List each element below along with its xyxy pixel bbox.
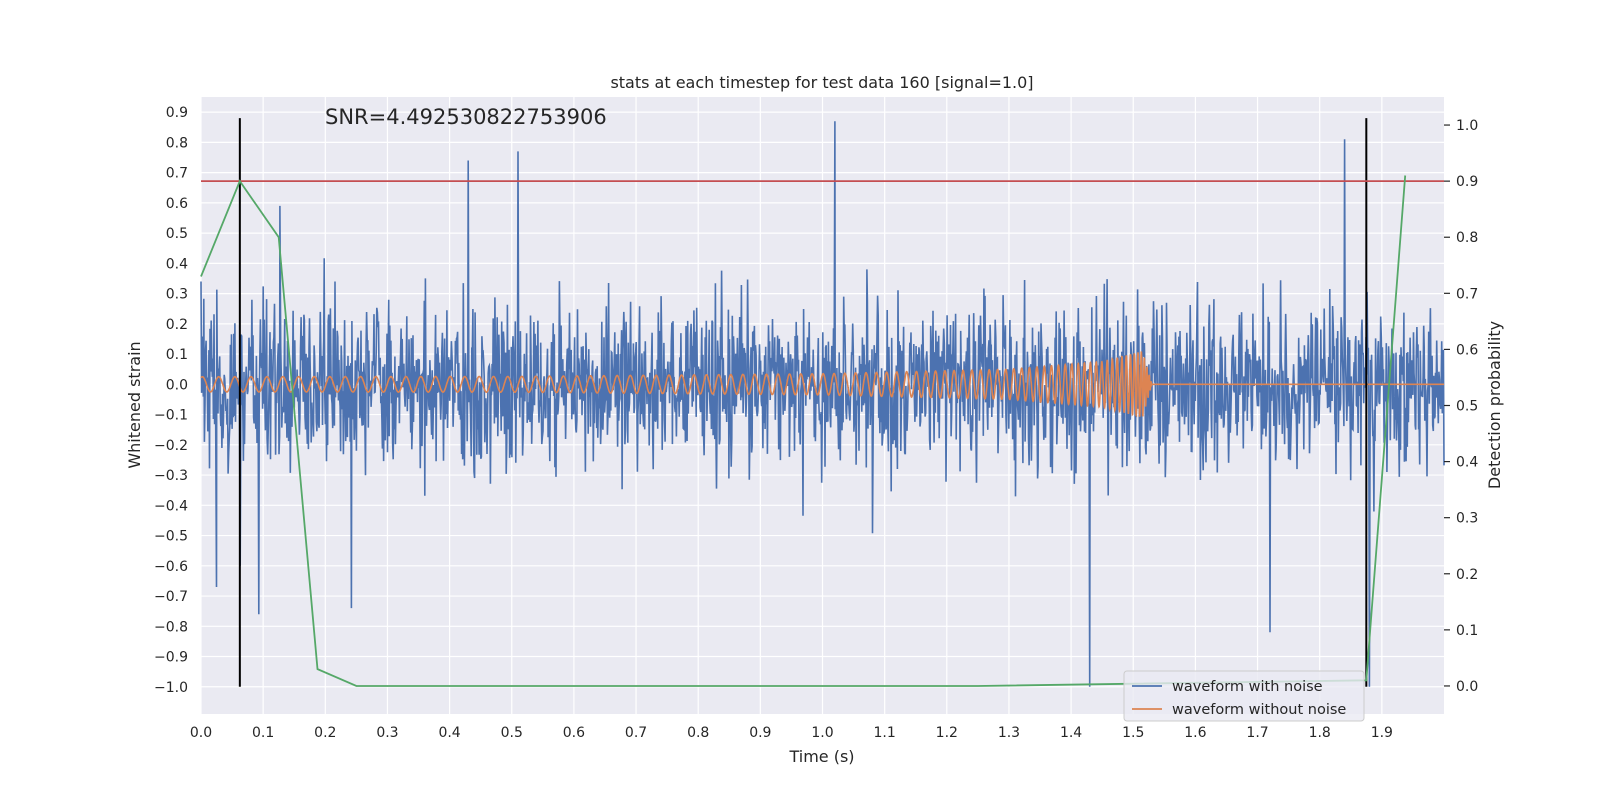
x-ticks: 0.0 0.1 0.2 0.3 0.4 0.5 0.6 0.7 0.8 0.9 1.0 1.1 1.2 1… — [190, 725, 1393, 741]
y-tick-label: −0.3 — [154, 468, 188, 484]
y-axis-label-right: Detection probability — [1485, 321, 1504, 489]
x-tick-label: 0.0 — [190, 725, 212, 741]
y-tick-label: 0.6 — [166, 196, 188, 212]
y-right-tick-label: 1.0 — [1456, 118, 1478, 134]
y-tick-label: 0.2 — [166, 317, 188, 333]
y-right-tick-label: 0.8 — [1456, 230, 1478, 246]
x-tick-label: 0.1 — [252, 725, 274, 741]
y-right-tick-label: 0.2 — [1456, 567, 1478, 583]
x-tick-label: 1.0 — [811, 725, 833, 741]
legend-box — [1123, 670, 1365, 722]
y-tick-label: −0.1 — [154, 408, 188, 424]
snr-annotation: SNR=4.492530822753906 — [325, 105, 607, 129]
series-layer — [200, 118, 1445, 687]
grid — [200, 97, 1444, 714]
x-tick-label: 1.9 — [1371, 725, 1393, 741]
y-tick-label: −0.6 — [154, 559, 188, 575]
x-tick-label: 1.2 — [936, 725, 958, 741]
y-tick-label: −0.2 — [154, 438, 188, 454]
x-tick-label: 0.2 — [314, 725, 336, 741]
y-tick-label: 0.8 — [166, 135, 188, 151]
chart-title: stats at each timestep for test data 160… — [610, 73, 1033, 92]
x-tick-label: 1.5 — [1122, 725, 1144, 741]
y-tick-label: 0.0 — [166, 377, 188, 393]
x-tick-label: 0.3 — [376, 725, 398, 741]
y-tick-label: −0.7 — [154, 589, 188, 605]
y-ticks-right: 1.0 0.9 0.8 0.7 0.6 0.5 0.4 0.3 0.2 0.1 0.0 — [1444, 118, 1478, 695]
y-right-tick-label: 0.7 — [1456, 286, 1478, 302]
x-tick-label: 1.8 — [1309, 725, 1331, 741]
y-tick-label: −0.4 — [154, 498, 188, 514]
y-tick-label: 0.3 — [166, 287, 188, 303]
x-tick-label: 1.6 — [1184, 725, 1206, 741]
y-right-tick-label: 0.9 — [1456, 174, 1478, 190]
y-axis-label-left: Whitened strain — [125, 341, 144, 468]
y-tick-label: −0.5 — [154, 529, 188, 545]
x-tick-label: 0.5 — [501, 725, 523, 741]
series-waveform-without-noise — [200, 351, 1444, 418]
x-tick-label: 1.4 — [1060, 725, 1082, 741]
y-tick-label: 0.4 — [166, 256, 188, 272]
x-tick-label: 0.6 — [563, 725, 585, 741]
y-right-tick-label: 0.3 — [1456, 511, 1478, 527]
y-tick-label: 0.1 — [166, 347, 188, 363]
x-axis-label: Time (s) — [788, 747, 854, 766]
x-tick-label: 1.7 — [1246, 725, 1268, 741]
y-tick-label: 0.7 — [166, 166, 188, 182]
x-tick-label: 0.8 — [687, 725, 709, 741]
y-ticks-left: 0.9 0.8 0.7 0.6 0.5 0.4 0.3 0.2 0.1 0.0 −0.1 −0.2 −0… — [154, 105, 188, 696]
x-tick-label: 0.7 — [625, 725, 647, 741]
x-tick-label: 1.1 — [874, 725, 896, 741]
legend-label-clean: waveform without noise — [1172, 702, 1346, 718]
x-tick-label: 0.4 — [438, 725, 460, 741]
y-right-tick-label: 0.0 — [1456, 679, 1478, 695]
y-right-tick-label: 0.5 — [1456, 399, 1478, 415]
x-tick-label: 1.3 — [998, 725, 1020, 741]
y-right-tick-label: 0.1 — [1456, 623, 1478, 639]
y-tick-label: −0.8 — [154, 619, 188, 635]
x-tick-label: 0.9 — [749, 725, 771, 741]
y-right-tick-label: 0.4 — [1456, 455, 1478, 471]
y-right-tick-label: 0.6 — [1456, 342, 1478, 358]
y-tick-label: −1.0 — [154, 680, 188, 696]
legend: waveform with noise waveform without noi… — [1123, 670, 1365, 722]
y-tick-label: 0.9 — [166, 105, 188, 121]
y-tick-label: −0.9 — [154, 650, 188, 666]
legend-label-noise: waveform with noise — [1172, 679, 1323, 695]
y-tick-label: 0.5 — [166, 226, 188, 242]
